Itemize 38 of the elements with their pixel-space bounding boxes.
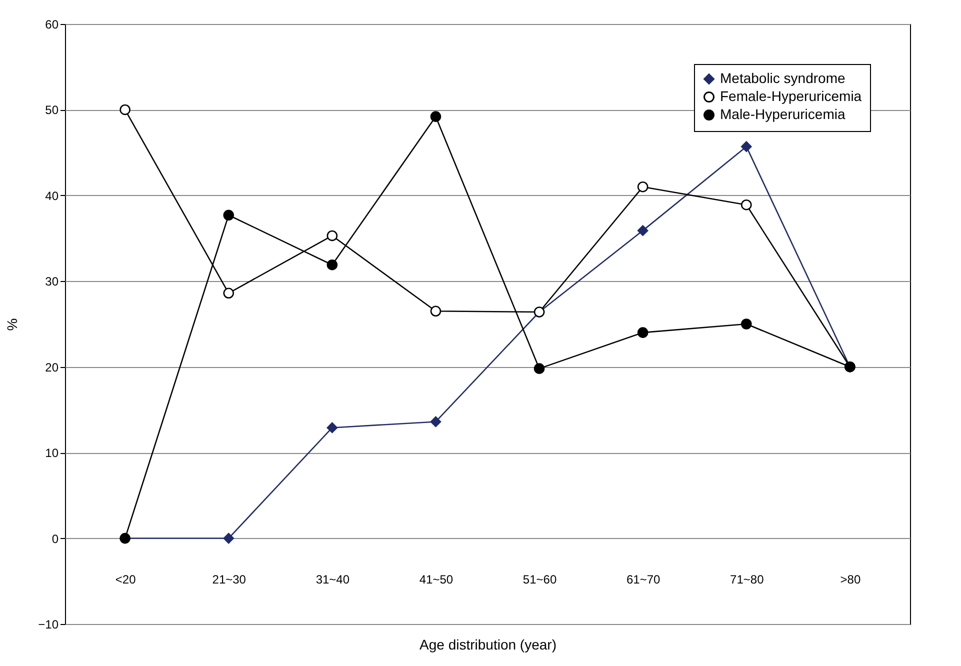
point (637, 181, 648, 192)
y-tick-label: 20 (45, 360, 59, 374)
point (430, 306, 442, 317)
x-tick-label: 41~50 (419, 572, 454, 586)
x-tick-label: 31~40 (316, 572, 350, 586)
x-tick-label: 51~60 (522, 572, 557, 586)
point (637, 225, 648, 236)
point (637, 327, 648, 338)
point (326, 422, 338, 434)
x-tick-label: <20 (115, 572, 136, 586)
y-axis-title: % (4, 318, 20, 331)
point (430, 416, 442, 428)
point (740, 141, 752, 152)
y-tick-label: 60 (45, 18, 59, 32)
y-tick-label: 0 (52, 532, 59, 546)
point (223, 532, 234, 544)
x-tick-label: 21~30 (212, 572, 246, 586)
legend-label: Metabolic syndrome (720, 70, 846, 86)
legend-label: Male-Hyperuricemia (720, 106, 846, 122)
y-tick-label: −10 (38, 618, 59, 632)
point (326, 230, 338, 242)
x-tick-label: 61~70 (626, 572, 661, 586)
x-tick-label: >80 (840, 572, 861, 586)
point (326, 259, 338, 270)
x-axis-title: Age distribution (year) (420, 636, 556, 652)
y-tick-label: 50 (45, 103, 59, 118)
y-tick-label: 10 (45, 446, 59, 460)
point (120, 104, 130, 116)
point (223, 210, 234, 221)
point (740, 199, 752, 210)
point (740, 318, 752, 330)
legend-label: Female-Hyperuricemia (720, 88, 862, 104)
x-tick-label: 71~80 (730, 572, 764, 586)
y-tick-label: 30 (45, 274, 59, 289)
point (430, 111, 442, 122)
point (534, 363, 545, 374)
y-tick-label: 40 (45, 188, 59, 203)
point (223, 288, 234, 299)
